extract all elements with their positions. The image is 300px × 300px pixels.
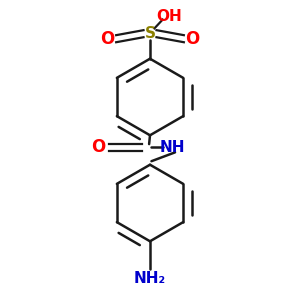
Text: O: O (100, 30, 114, 48)
Text: O: O (91, 138, 106, 156)
Text: OH: OH (156, 8, 182, 23)
Text: NH: NH (159, 140, 185, 154)
Text: S: S (145, 26, 155, 41)
Text: O: O (186, 30, 200, 48)
Text: NH₂: NH₂ (134, 271, 166, 286)
